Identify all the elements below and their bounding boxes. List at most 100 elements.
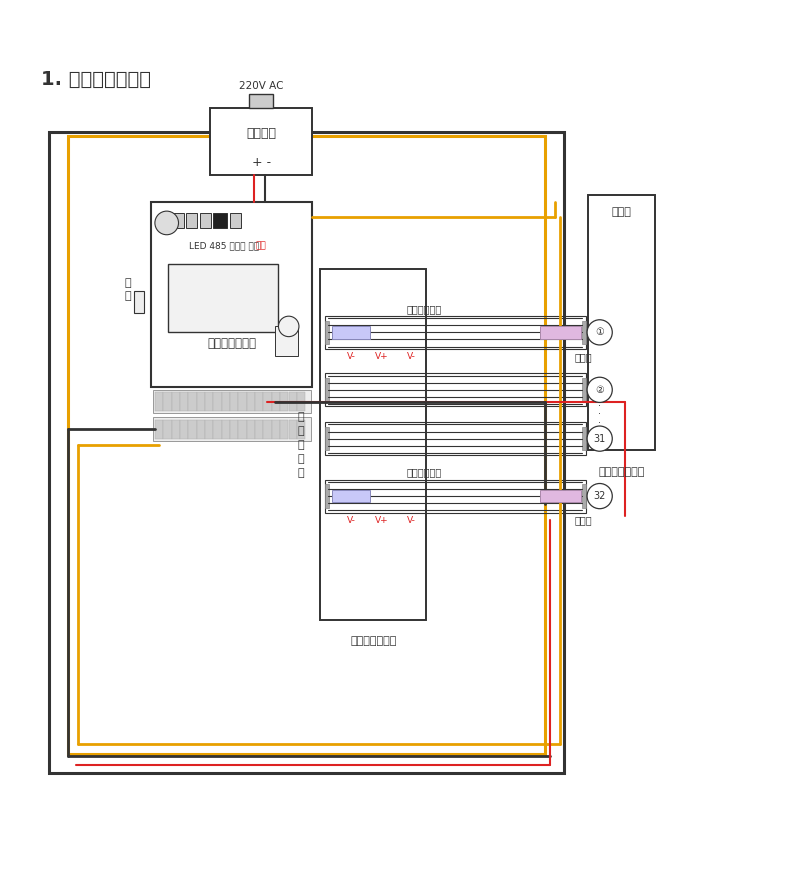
Bar bbox=[171, 392, 180, 411]
Bar bbox=[255, 420, 263, 438]
Text: 读卡器: 读卡器 bbox=[611, 207, 631, 217]
Bar bbox=[325, 484, 329, 508]
Bar bbox=[581, 427, 585, 450]
Bar bbox=[581, 484, 585, 508]
Bar bbox=[588, 195, 655, 450]
Text: 信号线: 信号线 bbox=[574, 515, 592, 525]
Bar bbox=[280, 420, 288, 438]
Bar bbox=[280, 392, 288, 411]
Circle shape bbox=[587, 320, 612, 345]
Bar bbox=[222, 392, 230, 411]
Circle shape bbox=[587, 377, 612, 403]
Text: 梯控电源: 梯控电源 bbox=[246, 127, 276, 140]
Bar bbox=[155, 420, 164, 438]
Bar bbox=[230, 420, 239, 438]
Text: V-: V- bbox=[407, 516, 416, 525]
Bar bbox=[239, 392, 246, 411]
Bar bbox=[167, 213, 184, 229]
Bar bbox=[288, 420, 297, 438]
Bar bbox=[152, 417, 310, 441]
Bar bbox=[246, 392, 255, 411]
Text: V-: V- bbox=[407, 352, 416, 362]
Text: 电梯操作盘底盒: 电梯操作盘底盒 bbox=[350, 636, 397, 646]
Bar bbox=[151, 203, 312, 388]
Bar bbox=[332, 489, 370, 503]
Bar bbox=[68, 136, 544, 754]
Bar bbox=[188, 392, 197, 411]
Text: 32: 32 bbox=[593, 491, 606, 501]
Bar bbox=[264, 392, 272, 411]
Bar bbox=[297, 392, 305, 411]
Bar bbox=[200, 213, 211, 229]
Bar bbox=[180, 392, 188, 411]
Bar bbox=[230, 213, 241, 229]
Bar bbox=[197, 392, 205, 411]
Bar bbox=[180, 420, 188, 438]
Bar bbox=[164, 420, 171, 438]
Bar bbox=[325, 378, 329, 402]
Text: 显示灯电源线: 显示灯电源线 bbox=[406, 467, 442, 478]
Bar bbox=[272, 420, 280, 438]
Bar bbox=[540, 326, 581, 338]
Bar bbox=[213, 420, 222, 438]
Bar bbox=[164, 392, 171, 411]
Bar bbox=[205, 420, 213, 438]
Bar bbox=[288, 392, 297, 411]
Bar bbox=[325, 321, 329, 344]
Text: 开
关: 开 关 bbox=[124, 278, 130, 301]
Bar bbox=[134, 291, 144, 313]
Bar bbox=[297, 420, 305, 438]
Text: + -: + - bbox=[251, 156, 271, 170]
Bar bbox=[155, 392, 164, 411]
Circle shape bbox=[155, 211, 179, 235]
Text: 智能梯控一体板: 智能梯控一体板 bbox=[207, 337, 256, 349]
Bar bbox=[188, 420, 197, 438]
Bar bbox=[197, 420, 205, 438]
Bar bbox=[264, 420, 272, 438]
Text: ②: ② bbox=[596, 385, 604, 395]
Text: 电梯按钮操作盘: 电梯按钮操作盘 bbox=[598, 467, 645, 477]
Bar bbox=[213, 213, 228, 229]
Bar bbox=[320, 270, 427, 620]
Bar bbox=[230, 392, 239, 411]
Text: 220V AC: 220V AC bbox=[239, 81, 284, 91]
Bar bbox=[325, 480, 585, 513]
Bar bbox=[213, 392, 222, 411]
Bar bbox=[246, 420, 255, 438]
Bar bbox=[152, 390, 310, 413]
Bar bbox=[222, 420, 230, 438]
Bar bbox=[275, 326, 298, 356]
Bar bbox=[49, 131, 564, 773]
Bar bbox=[186, 213, 198, 229]
Text: LED 485 主输出 消防: LED 485 主输出 消防 bbox=[190, 241, 262, 250]
Circle shape bbox=[279, 316, 299, 337]
Bar bbox=[325, 316, 585, 349]
Text: V+: V+ bbox=[374, 352, 389, 362]
Bar bbox=[249, 94, 273, 108]
Bar bbox=[325, 373, 585, 406]
Bar bbox=[210, 108, 312, 175]
Text: V+: V+ bbox=[374, 516, 389, 525]
Bar bbox=[325, 427, 329, 450]
Bar bbox=[540, 489, 581, 503]
Text: 显示灯电源线: 显示灯电源线 bbox=[406, 304, 442, 313]
Bar bbox=[171, 420, 180, 438]
Circle shape bbox=[587, 426, 612, 451]
Circle shape bbox=[587, 483, 612, 509]
Text: ·
·
·: · · · bbox=[598, 401, 601, 428]
Bar bbox=[581, 321, 585, 344]
Bar bbox=[325, 422, 585, 455]
Text: ①: ① bbox=[596, 328, 604, 338]
Text: V-: V- bbox=[348, 352, 356, 362]
Bar bbox=[332, 326, 370, 338]
Text: 信号线: 信号线 bbox=[574, 352, 592, 362]
Bar bbox=[205, 392, 213, 411]
Bar bbox=[255, 392, 263, 411]
Bar bbox=[168, 264, 279, 332]
Text: 1. 梯控分层直达型: 1. 梯控分层直达型 bbox=[41, 71, 151, 89]
Text: 电
梯
内
选
板: 电 梯 内 选 板 bbox=[297, 412, 304, 478]
Text: 31: 31 bbox=[593, 434, 606, 444]
Bar bbox=[239, 420, 246, 438]
Text: 电源: 电源 bbox=[256, 241, 266, 250]
Bar bbox=[272, 392, 280, 411]
